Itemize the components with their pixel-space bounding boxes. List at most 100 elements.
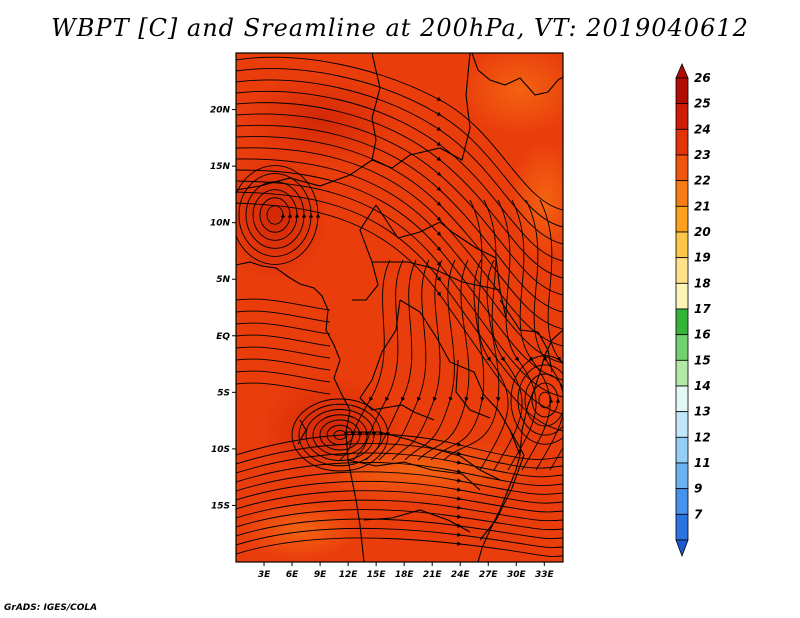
colorbar-swatch <box>675 154 689 182</box>
colorbar-swatch <box>675 462 689 490</box>
coastline-west-africa <box>236 261 365 562</box>
border-line <box>372 261 501 291</box>
longitude-axis: 3E 6E 9E 12E 15E 18E 21E 24E 27E 30E 33E <box>258 562 555 580</box>
border-line <box>236 53 381 191</box>
streamline <box>245 181 307 249</box>
border-line <box>371 53 471 169</box>
streamline <box>531 382 561 418</box>
lat-tick-label: 10N <box>210 219 231 229</box>
lon-tick-label: 12E <box>339 570 359 580</box>
lon-tick-label: 9E <box>314 570 327 580</box>
colorbar-label: 24 <box>694 122 711 136</box>
streamline <box>236 461 563 487</box>
border-line <box>479 429 525 541</box>
lon-tick-label: 27E <box>479 570 499 580</box>
colorbar-swatch <box>675 103 689 130</box>
streamline <box>236 382 331 395</box>
colorbar-label: 12 <box>694 430 711 444</box>
lon-tick-label: 18E <box>395 570 415 580</box>
colorbar-swatch <box>675 180 689 207</box>
lon-tick-label: 3E <box>258 570 271 580</box>
streamline <box>236 310 331 323</box>
colorbar-label: 14 <box>694 379 711 393</box>
streamline <box>236 158 563 364</box>
colorbar-swatch <box>675 385 689 413</box>
streamline <box>298 403 384 467</box>
streamline <box>236 346 331 359</box>
streamline <box>236 528 563 548</box>
lon-tick-label: 30E <box>507 570 527 580</box>
colorbar-swatch <box>675 257 689 284</box>
lat-tick-label: 5N <box>216 275 230 285</box>
colorbar-swatch <box>675 231 689 259</box>
lat-tick-label: 15S <box>211 501 230 511</box>
streamline <box>259 197 293 233</box>
streamline <box>236 113 563 296</box>
chart-title: WBPT [C] and Sreamline at 200hPa, VT: 20… <box>51 14 749 42</box>
streamline <box>312 414 370 456</box>
map-frame <box>235 52 564 563</box>
streamlines <box>236 56 563 557</box>
field-warm-area <box>240 75 400 165</box>
streamline <box>430 259 485 461</box>
streamline <box>443 259 501 461</box>
border-line <box>363 509 471 533</box>
colorbar-label: 19 <box>694 251 711 265</box>
streamline <box>266 205 286 225</box>
streamline <box>305 409 377 461</box>
lon-tick-label: 33E <box>535 570 555 580</box>
streamline <box>236 322 331 335</box>
streamline <box>236 334 331 347</box>
colorbar-label: 22 <box>694 174 711 188</box>
colorbar: 26 25 24 23 22 21 20 19 18 17 16 15 14 13 12 11 9 7 <box>675 62 711 558</box>
colorbar-swatch <box>675 308 689 336</box>
colorbar-swatch <box>675 205 689 233</box>
colorbar-label: 25 <box>694 97 711 111</box>
streamline <box>236 298 331 311</box>
streamline <box>236 90 563 262</box>
lon-tick-label: 21E <box>423 570 443 580</box>
field-cool-area <box>460 53 563 135</box>
colorbar-swatch <box>675 513 689 541</box>
streamline <box>236 509 563 531</box>
colorbar-label: 7 <box>694 507 703 521</box>
colorbar-swatch <box>675 436 689 464</box>
colorbar-swatch <box>675 488 689 515</box>
streamline <box>417 259 470 461</box>
lat-tick-label: EQ <box>216 332 230 342</box>
lat-tick-label: 15N <box>210 162 231 172</box>
colorbar-swatch <box>675 282 689 310</box>
colorbar-label: 23 <box>694 148 711 162</box>
streamline <box>291 398 391 472</box>
colorbar-swatch <box>675 334 689 361</box>
border-line <box>455 359 491 419</box>
colorbar-label: 26 <box>694 71 711 85</box>
border-line <box>347 459 481 491</box>
colorbar-label: 18 <box>694 276 711 290</box>
streamline <box>236 102 563 279</box>
border-line <box>352 204 379 301</box>
streamline <box>483 199 523 471</box>
coastline-east-2 <box>477 329 563 562</box>
streamline <box>365 259 417 461</box>
border-line <box>499 299 553 373</box>
colorbar-label: 20 <box>694 225 711 239</box>
streamline <box>236 56 563 211</box>
colorbar-swatch <box>675 128 689 156</box>
colorbar-label: 17 <box>694 302 711 316</box>
lon-tick-label: 24E <box>451 570 471 580</box>
streamline <box>497 199 537 471</box>
colorbar-label: 9 <box>694 482 702 496</box>
field-cool-area <box>510 140 563 260</box>
colorbar-label: 15 <box>694 353 711 367</box>
colorbar-swatch <box>675 77 689 105</box>
streamline <box>525 199 563 471</box>
streamline <box>339 259 391 461</box>
streamline <box>236 169 563 381</box>
colorbar-label: 11 <box>694 456 711 470</box>
streamline <box>236 202 563 432</box>
streamline <box>319 419 363 451</box>
latitude-axis: 20N 15N 10N 5N EQ 5S 10S 15S <box>210 106 236 511</box>
streamline <box>236 480 563 504</box>
colorbar-swatch <box>675 359 689 387</box>
